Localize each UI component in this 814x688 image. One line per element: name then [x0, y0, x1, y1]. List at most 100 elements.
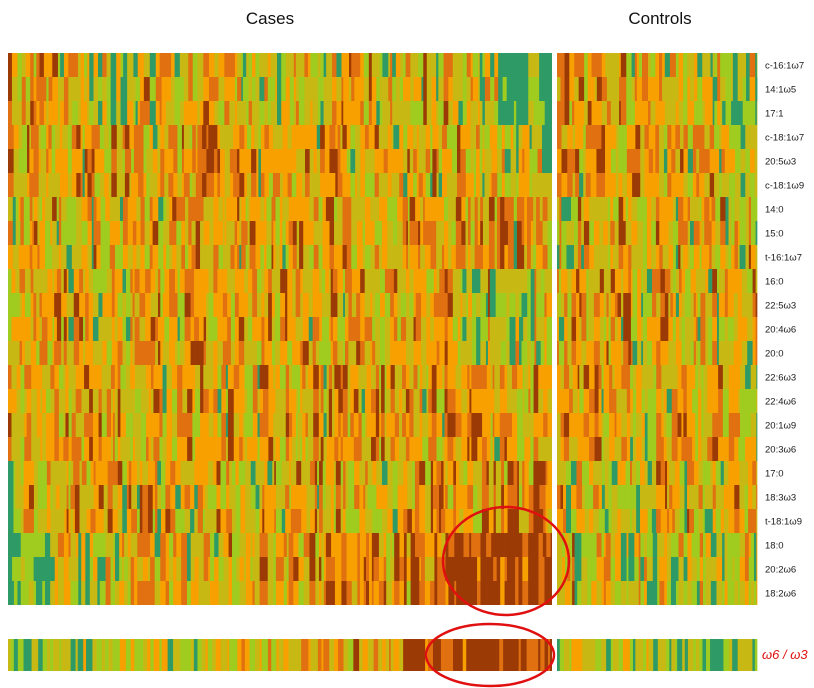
heatmap-cell-controls	[740, 413, 746, 437]
heatmap-cell-cases	[223, 533, 229, 557]
heatmap-cell-cases	[426, 365, 429, 389]
heatmap-cell-controls	[741, 317, 748, 341]
heatmap-cell-cases	[33, 317, 37, 341]
heatmap-cell-cases	[410, 533, 416, 557]
heatmap-cell-cases	[111, 389, 114, 413]
heatmap-cell-controls	[626, 125, 633, 149]
heatmap-cell-cases	[546, 317, 553, 341]
heatmap-cell-cases	[539, 77, 546, 101]
heatmap-cell-cases	[125, 317, 131, 341]
heatmap-cell-cases	[15, 197, 19, 221]
heatmap-cell-cases	[127, 197, 134, 221]
summary-cell-cases	[466, 639, 471, 671]
summary-cell-controls	[669, 639, 672, 671]
heatmap-cell-cases	[132, 413, 136, 437]
heatmap-cell-cases	[111, 317, 116, 341]
heatmap-cell-cases	[455, 485, 460, 509]
heatmap-cell-cases	[140, 413, 147, 437]
heatmap-cell-cases	[138, 173, 144, 197]
heatmap-cell-cases	[54, 365, 60, 389]
heatmap-cell-controls	[715, 461, 722, 485]
heatmap-cell-cases	[544, 581, 547, 605]
heatmap-cell-controls	[596, 173, 602, 197]
heatmap-cell-cases	[430, 269, 435, 293]
heatmap-cell-cases	[206, 317, 209, 341]
heatmap-cell-cases	[64, 485, 67, 509]
heatmap-cell-controls	[611, 173, 617, 197]
heatmap-cell-controls	[636, 389, 643, 413]
heatmap-cell-controls	[712, 77, 715, 101]
heatmap-cell-cases	[325, 485, 332, 509]
heatmap-cell-cases	[39, 245, 43, 269]
heatmap-cell-cases	[470, 245, 475, 269]
heatmap-cell-controls	[636, 101, 640, 125]
heatmap-cell-controls	[646, 581, 654, 605]
heatmap-cell-cases	[350, 437, 355, 461]
heatmap-cell-controls	[557, 293, 560, 317]
heatmap-cell-cases	[364, 317, 371, 341]
summary-cell-cases	[453, 639, 460, 671]
heatmap-cell-cases	[443, 245, 449, 269]
heatmap-cell-cases	[149, 173, 154, 197]
heatmap-cell-cases	[164, 125, 169, 149]
heatmap-cell-controls	[721, 173, 726, 197]
heatmap-cell-cases	[68, 437, 73, 461]
heatmap-cell-controls	[727, 341, 735, 365]
heatmap-cell-cases	[415, 341, 422, 365]
heatmap-cell-cases	[238, 269, 245, 293]
heatmap-cell-controls	[666, 365, 673, 389]
heatmap-cell-cases	[542, 149, 547, 173]
heatmap-cell-controls	[623, 317, 629, 341]
heatmap-cell-cases	[428, 437, 433, 461]
heatmap-cell-cases	[337, 245, 343, 269]
heatmap-cell-cases	[11, 269, 16, 293]
heatmap-cell-cases	[81, 197, 88, 221]
heatmap-cell-controls	[660, 485, 666, 509]
heatmap-cell-cases	[421, 269, 427, 293]
heatmap-cell-cases	[244, 437, 248, 461]
heatmap-cell-cases	[300, 293, 304, 317]
heatmap-cell-controls	[674, 509, 680, 533]
heatmap-cell-cases	[287, 293, 293, 317]
heatmap-cell-cases	[384, 269, 391, 293]
heatmap-cell-cases	[48, 101, 53, 125]
heatmap-cell-cases	[488, 221, 495, 245]
heatmap-cell-controls	[596, 221, 600, 245]
heatmap-cell-cases	[81, 413, 85, 437]
heatmap-cell-cases	[54, 581, 59, 605]
heatmap-cell-cases	[252, 269, 258, 293]
heatmap-cell-cases	[165, 77, 172, 101]
heatmap-cell-controls	[672, 461, 676, 485]
heatmap-cell-cases	[36, 341, 40, 365]
heatmap-cell-cases	[546, 533, 549, 557]
heatmap-cell-cases	[302, 413, 306, 437]
heatmap-cell-cases	[42, 365, 47, 389]
heatmap-cell-cases	[115, 197, 121, 221]
heatmap-cell-cases	[184, 269, 191, 293]
heatmap-cell-controls	[750, 581, 755, 605]
heatmap-cell-controls	[701, 389, 704, 413]
heatmap-cell-cases	[63, 389, 66, 413]
heatmap-cell-cases	[20, 581, 26, 605]
heatmap-cell-cases	[33, 341, 37, 365]
heatmap-cell-cases	[441, 509, 444, 533]
heatmap-cell-cases	[242, 413, 245, 437]
heatmap-cell-controls	[606, 293, 609, 317]
heatmap-cell-cases	[325, 557, 332, 581]
heatmap-cell-cases	[415, 245, 419, 269]
heatmap-cell-controls	[678, 77, 684, 101]
heatmap-cell-cases	[515, 293, 520, 317]
heatmap-cell-cases	[111, 413, 114, 437]
heatmap-cell-controls	[734, 509, 740, 533]
heatmap-cell-cases	[409, 293, 414, 317]
heatmap-cell-controls	[699, 245, 702, 269]
heatmap-cell-cases	[409, 245, 416, 269]
heatmap-cell-cases	[480, 317, 487, 341]
heatmap-cell-controls	[641, 317, 644, 341]
heatmap-cell-cases	[83, 269, 86, 293]
heatmap-cell-cases	[277, 77, 282, 101]
summary-cell-cases	[278, 639, 284, 671]
heatmap-cell-cases	[195, 125, 198, 149]
heatmap-cell-cases	[140, 365, 147, 389]
heatmap-cell-cases	[59, 461, 65, 485]
